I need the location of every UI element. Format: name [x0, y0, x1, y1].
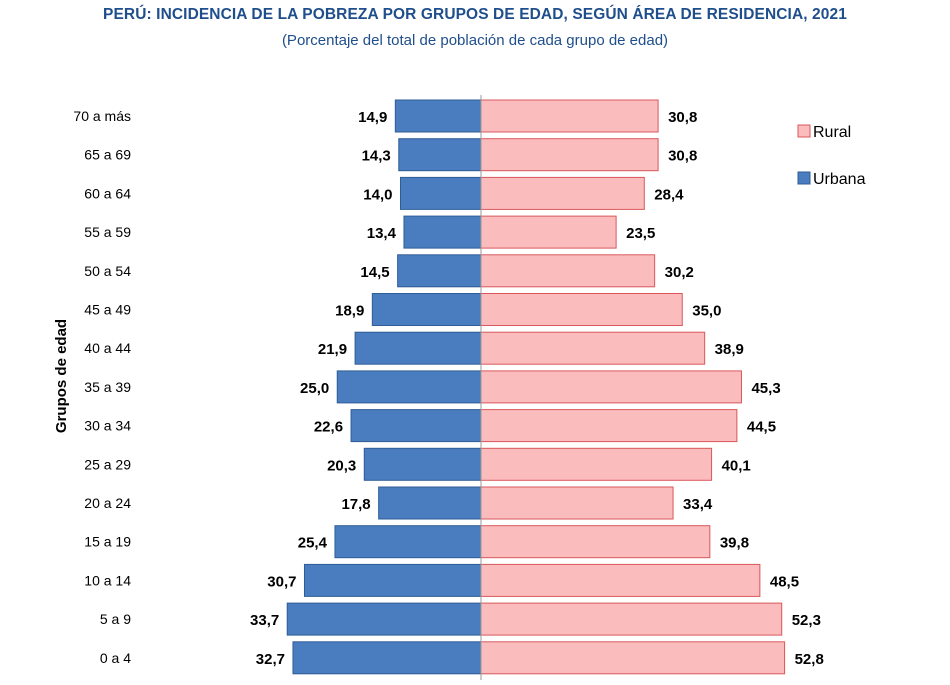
legend-label: Urbana [813, 171, 866, 188]
category-label: 40 a 44 [84, 340, 131, 356]
urbana-bar [354, 331, 482, 365]
y-axis-title: Grupos de edad [53, 319, 70, 433]
urbana-value-label: 33,7 [250, 612, 279, 629]
urbana-bar [363, 447, 482, 481]
urbana-value-label: 18,9 [335, 303, 364, 320]
rural-value-label: 52,8 [795, 651, 824, 668]
rural-value-label: 38,9 [715, 341, 744, 358]
rural-value-label: 45,3 [751, 380, 780, 397]
category-label: 45 a 49 [84, 302, 131, 318]
rural-value-label: 28,4 [654, 186, 684, 203]
urbana-value-label: 20,3 [327, 457, 356, 474]
category-label: 60 a 64 [84, 185, 131, 201]
category-label: 0 a 4 [100, 650, 131, 666]
urbana-bar [334, 525, 482, 559]
legend-swatch [797, 171, 811, 185]
rural-bar [480, 176, 645, 210]
rural-bar [480, 602, 783, 636]
rural-bar [480, 409, 738, 443]
rural-value-label: 23,5 [626, 225, 655, 242]
legend: Rural Urbana [797, 124, 866, 188]
rural-bar [480, 331, 706, 365]
urbana-value-label: 13,4 [367, 225, 397, 242]
category-label: 15 a 19 [84, 534, 131, 550]
category-label: 65 a 69 [84, 147, 131, 163]
urbana-value-label: 14,0 [363, 186, 392, 203]
rural-value-label: 35,0 [692, 303, 721, 320]
category-label: 70 a más [73, 108, 131, 124]
urbana-bar [400, 176, 482, 210]
category-label: 25 a 29 [84, 456, 131, 472]
urbana-value-label: 22,6 [314, 419, 343, 436]
urbana-value-label: 17,8 [341, 496, 370, 513]
category-label: 50 a 54 [84, 263, 131, 279]
urbana-value-label: 14,5 [360, 264, 389, 281]
category-labels: 70 a más 65 a 69 60 a 64 55 a 59 50 a 54 45 a… [73, 108, 131, 666]
urbana-bar [378, 486, 482, 520]
rural-value-label: 30,8 [668, 148, 697, 165]
category-label: 30 a 34 [84, 418, 131, 434]
rural-value-label: 30,8 [668, 109, 697, 126]
urbana-series [286, 99, 482, 675]
rural-value-label: 48,5 [770, 573, 799, 590]
chart-subtitle: (Porcentaje del total de población de ca… [281, 32, 669, 49]
rural-bar [480, 138, 659, 172]
legend-swatch [797, 124, 811, 138]
urbana-bar [350, 409, 482, 443]
rural-bar [480, 254, 656, 288]
category-label: 35 a 39 [84, 379, 131, 395]
urbana-bar [397, 254, 482, 288]
rural-bar [480, 486, 674, 520]
urbana-value-label: 14,9 [358, 109, 387, 126]
urbana-bar [286, 602, 482, 636]
rural-value-label: 52,3 [792, 612, 821, 629]
legend-label: Rural [813, 124, 851, 141]
category-label: 10 a 14 [84, 572, 131, 588]
urbana-bar [398, 138, 482, 172]
rural-bar [480, 215, 617, 249]
urbana-bar [292, 641, 482, 675]
urbana-bar [394, 99, 482, 133]
rural-value-label: 40,1 [722, 457, 751, 474]
rural-value-label: 39,8 [720, 535, 749, 552]
urbana-value-label: 25,0 [300, 380, 329, 397]
value-labels: 14,9 30,8 14,3 30,8 14,0 28,4 13,4 23,5 14,5 30,2… [250, 109, 824, 668]
rural-bar [480, 525, 711, 559]
urbana-bar [336, 370, 482, 404]
urbana-bar [371, 293, 482, 326]
rural-value-label: 33,4 [683, 496, 713, 513]
urbana-value-label: 30,7 [267, 573, 296, 590]
urbana-value-label: 14,3 [362, 148, 391, 165]
rural-bar [480, 99, 659, 133]
urbana-bar [303, 563, 482, 597]
rural-value-label: 30,2 [665, 264, 694, 281]
urbana-value-label: 32,7 [256, 651, 285, 668]
rural-bar [480, 641, 786, 675]
category-label: 5 a 9 [100, 611, 131, 627]
rural-bar [480, 447, 713, 481]
urbana-bar [403, 215, 482, 249]
urbana-value-label: 21,9 [318, 341, 347, 358]
rural-value-label: 44,5 [747, 419, 776, 436]
rural-bar [480, 370, 742, 404]
chart-title: PERÚ: INCIDENCIA DE LA POBREZA POR GRUPO… [103, 6, 847, 23]
urbana-value-label: 25,4 [298, 535, 328, 552]
rural-series [480, 99, 786, 675]
category-label: 20 a 24 [84, 495, 131, 511]
rural-bar [480, 563, 761, 597]
rural-bar [480, 293, 683, 326]
category-label: 55 a 59 [84, 224, 131, 240]
